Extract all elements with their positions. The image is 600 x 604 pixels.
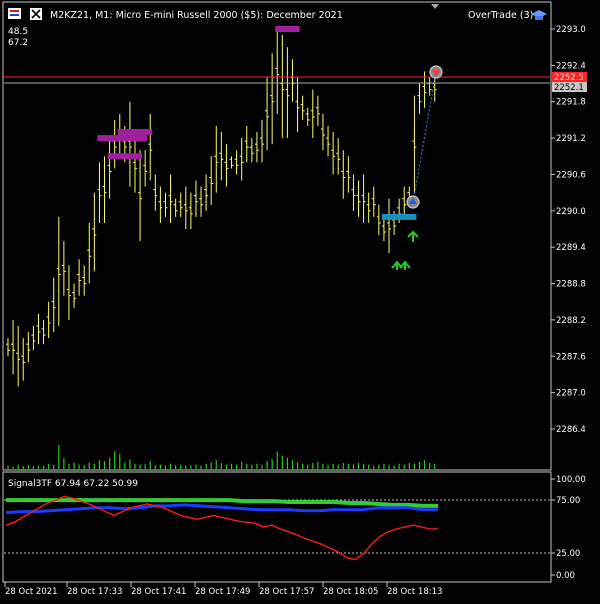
expert-advisor-label: OverTrade (3) bbox=[468, 10, 533, 21]
signal-blue-line bbox=[5, 503, 438, 515]
header-bar: M2KZ21, M1: Micro E-mini Russell 2000 ($… bbox=[8, 4, 547, 48]
chart-shift-marker[interactable] bbox=[431, 4, 439, 9]
price-bars bbox=[6, 29, 437, 387]
corner-value-2: 67.2 bbox=[8, 38, 28, 48]
time-label: 28 Oct 17:41 bbox=[131, 587, 186, 597]
price-axis-label: 2289.4 bbox=[556, 243, 586, 253]
price-axis-label: 2293.0 bbox=[556, 25, 586, 35]
time-label: 28 Oct 17:33 bbox=[67, 587, 122, 597]
price-axis-label: 2288.8 bbox=[556, 280, 586, 290]
corner-value-1: 48.5 bbox=[8, 27, 28, 37]
indicator-axis-label: 25.00 bbox=[556, 549, 580, 559]
indicator-panel: Signal3TF 67.94 67.22 50.99 100.00 75.00… bbox=[4, 475, 586, 581]
indicator-axis-label: 75.00 bbox=[556, 496, 580, 506]
price-axis-label: 2288.2 bbox=[556, 316, 586, 326]
price-axis[interactable]: 2293.0 2292.4 2291.8 2291.2 2290.6 2290.0 2289… bbox=[551, 25, 587, 435]
price-axis-label: 2290.6 bbox=[556, 170, 586, 180]
bid-price-tag: 2252.1 bbox=[554, 83, 584, 93]
price-axis-label: 2287.0 bbox=[556, 389, 586, 399]
buy-entry-icon[interactable] bbox=[406, 195, 420, 209]
indicator-axis-label: 0.00 bbox=[556, 571, 575, 581]
time-label: 28 Oct 17:57 bbox=[259, 587, 314, 597]
level-markers bbox=[97, 26, 417, 220]
main-chart-frame bbox=[2, 1, 552, 471]
price-axis-label: 2291.8 bbox=[556, 98, 586, 108]
signal-green-line bbox=[6, 498, 438, 508]
arrow-up-icon bbox=[391, 230, 419, 270]
indicator-frame bbox=[2, 471, 552, 583]
chart-symbol-title: M2KZ21, M1: Micro E-mini Russell 2000 ($… bbox=[50, 10, 343, 21]
price-axis-label: 2291.2 bbox=[556, 134, 586, 144]
time-label: 28 Oct 17:49 bbox=[195, 587, 250, 597]
trade-flag-icon[interactable] bbox=[8, 8, 21, 19]
price-level-marker bbox=[275, 26, 300, 32]
volume-bars bbox=[7, 444, 436, 469]
indicator-axis-label: 100.00 bbox=[556, 475, 586, 485]
time-label: 28 Oct 18:13 bbox=[387, 587, 442, 597]
indicator-title: Signal3TF 67.94 67.22 50.99 bbox=[8, 479, 138, 489]
price-level-marker bbox=[107, 153, 143, 160]
ask-price-tag: 2252.5 bbox=[554, 73, 584, 83]
signal-red-line bbox=[5, 495, 438, 561]
price-axis-label: 2287.6 bbox=[556, 352, 586, 362]
price-axis-label: 2286.4 bbox=[556, 425, 586, 435]
price-axis-label: 2290.0 bbox=[556, 207, 586, 217]
time-label: 28 Oct 2021 bbox=[5, 587, 58, 597]
time-label: 28 Oct 18:05 bbox=[323, 587, 378, 597]
price-level-marker bbox=[97, 135, 148, 142]
price-level-marker bbox=[381, 213, 417, 220]
exit-marker-icon[interactable] bbox=[429, 65, 443, 79]
price-level-marker bbox=[117, 129, 153, 136]
price-axis-label: 2292.4 bbox=[556, 61, 586, 71]
trade-connector-line bbox=[412, 72, 437, 203]
graduation-cap-icon[interactable] bbox=[531, 10, 547, 20]
indicator-axis: 100.00 75.00 25.00 0.00 bbox=[551, 475, 586, 581]
trade-markers bbox=[391, 65, 443, 270]
time-axis[interactable]: 28 Oct 2021 28 Oct 17:33 28 Oct 17:41 28… bbox=[4, 582, 442, 597]
